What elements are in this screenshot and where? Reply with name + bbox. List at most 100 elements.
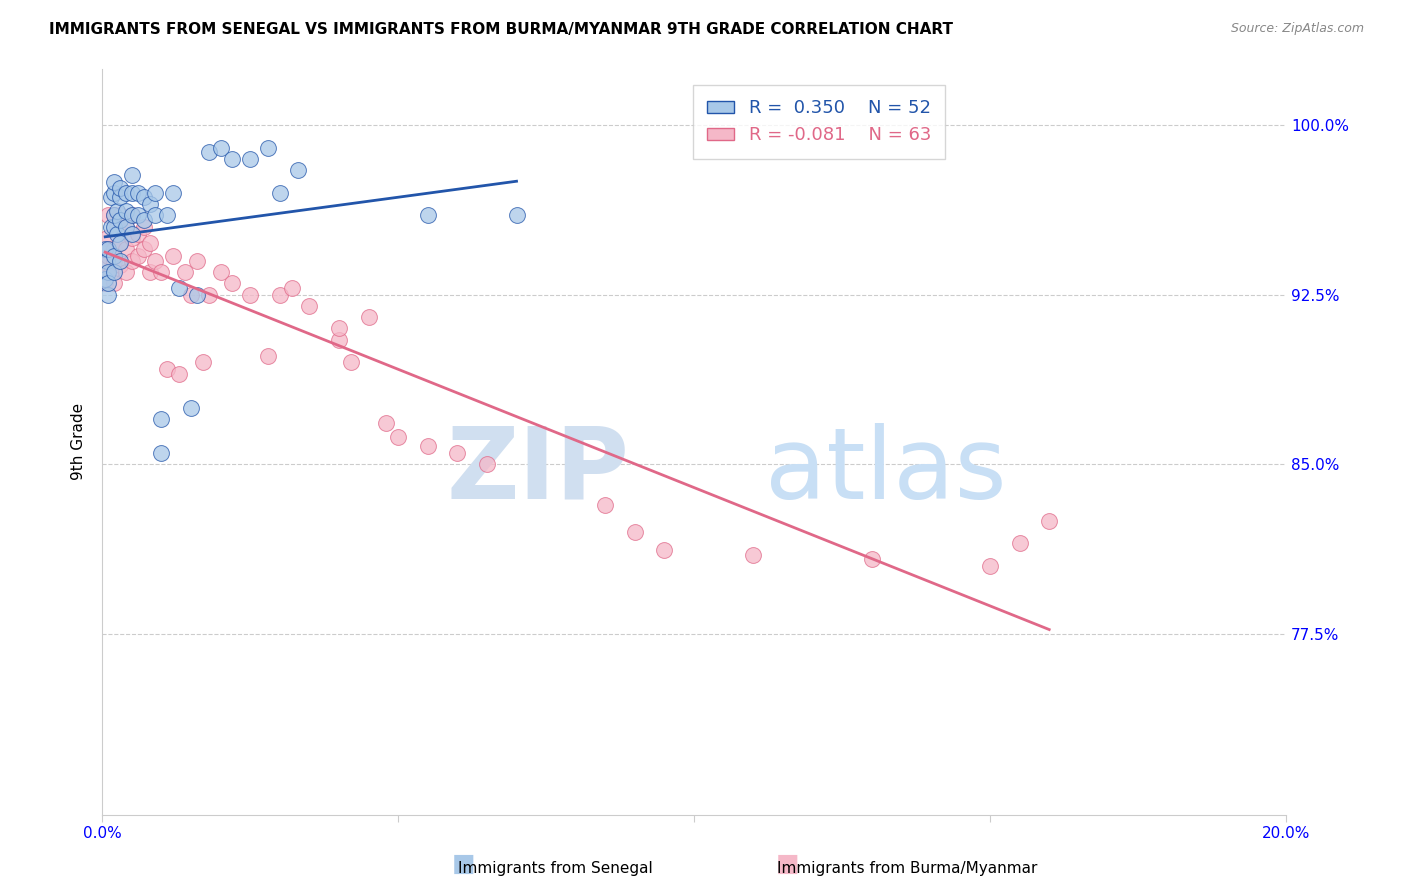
- Text: IMMIGRANTS FROM SENEGAL VS IMMIGRANTS FROM BURMA/MYANMAR 9TH GRADE CORRELATION C: IMMIGRANTS FROM SENEGAL VS IMMIGRANTS FR…: [49, 22, 953, 37]
- Point: [269, 186, 291, 200]
- Point: [138, 235, 160, 250]
- Point: [257, 349, 280, 363]
- Point: [156, 362, 179, 376]
- Point: [115, 219, 138, 234]
- Point: [127, 227, 149, 241]
- Point: [357, 310, 380, 325]
- Point: [162, 186, 184, 200]
- Point: [340, 355, 363, 369]
- Point: [97, 249, 120, 263]
- Y-axis label: 9th Grade: 9th Grade: [72, 403, 86, 480]
- Point: [145, 186, 167, 200]
- Point: [97, 277, 120, 291]
- Point: [103, 209, 125, 223]
- Point: [121, 227, 143, 241]
- Point: [105, 203, 128, 218]
- Point: [191, 355, 214, 369]
- Point: [1038, 514, 1060, 528]
- Point: [97, 265, 120, 279]
- Point: [103, 253, 125, 268]
- Point: [100, 265, 122, 279]
- Point: [97, 265, 120, 279]
- Point: [209, 265, 232, 279]
- Point: [103, 243, 125, 257]
- Point: [1008, 536, 1031, 550]
- Point: [209, 141, 232, 155]
- Point: [96, 231, 118, 245]
- Point: [108, 258, 131, 272]
- Point: [94, 272, 117, 286]
- Point: [860, 552, 883, 566]
- Point: [145, 253, 167, 268]
- Point: [108, 190, 131, 204]
- Point: [475, 457, 498, 471]
- Point: [100, 190, 122, 204]
- Point: [174, 265, 197, 279]
- Point: [97, 287, 120, 301]
- Point: [108, 209, 131, 223]
- Text: ■: ■: [453, 852, 475, 876]
- Point: [108, 235, 131, 250]
- Point: [97, 243, 120, 257]
- Text: atlas: atlas: [765, 423, 1007, 520]
- Point: [97, 209, 120, 223]
- Point: [180, 287, 202, 301]
- Point: [115, 265, 138, 279]
- Point: [103, 186, 125, 200]
- Point: [105, 227, 128, 241]
- Point: [162, 249, 184, 263]
- Point: [298, 299, 321, 313]
- Point: [979, 558, 1001, 573]
- Text: ZIP: ZIP: [446, 423, 628, 520]
- Text: Source: ZipAtlas.com: Source: ZipAtlas.com: [1230, 22, 1364, 36]
- Point: [115, 219, 138, 234]
- Legend: R =  0.350    N = 52, R = -0.081    N = 63: R = 0.350 N = 52, R = -0.081 N = 63: [693, 85, 945, 159]
- Point: [127, 209, 149, 223]
- Point: [121, 186, 143, 200]
- Point: [287, 163, 309, 178]
- Point: [197, 145, 219, 160]
- Point: [387, 430, 409, 444]
- Point: [100, 219, 122, 234]
- Point: [103, 265, 125, 279]
- Point: [269, 287, 291, 301]
- Point: [446, 446, 468, 460]
- Point: [328, 333, 350, 347]
- Point: [257, 141, 280, 155]
- Point: [150, 412, 173, 426]
- Point: [115, 203, 138, 218]
- Point: [115, 186, 138, 200]
- Point: [654, 543, 676, 558]
- Point: [121, 168, 143, 182]
- Point: [121, 253, 143, 268]
- Point: [221, 152, 243, 166]
- Text: Immigrants from Burma/Myanmar: Immigrants from Burma/Myanmar: [776, 861, 1038, 876]
- Point: [138, 197, 160, 211]
- Text: ■: ■: [776, 852, 799, 876]
- Point: [105, 219, 128, 234]
- Point: [103, 277, 125, 291]
- Point: [96, 253, 118, 268]
- Point: [121, 209, 143, 223]
- Point: [108, 181, 131, 195]
- Point: [94, 277, 117, 291]
- Point: [132, 243, 155, 257]
- Point: [150, 265, 173, 279]
- Point: [186, 253, 208, 268]
- Point: [108, 253, 131, 268]
- Point: [132, 219, 155, 234]
- Point: [121, 209, 143, 223]
- Point: [156, 209, 179, 223]
- Point: [108, 213, 131, 227]
- Point: [150, 446, 173, 460]
- Point: [197, 287, 219, 301]
- Point: [416, 209, 439, 223]
- Point: [416, 439, 439, 453]
- Point: [94, 253, 117, 268]
- Point: [145, 209, 167, 223]
- Text: Immigrants from Senegal: Immigrants from Senegal: [458, 861, 652, 876]
- Point: [121, 231, 143, 245]
- Point: [97, 243, 120, 257]
- Point: [328, 321, 350, 335]
- Point: [595, 498, 617, 512]
